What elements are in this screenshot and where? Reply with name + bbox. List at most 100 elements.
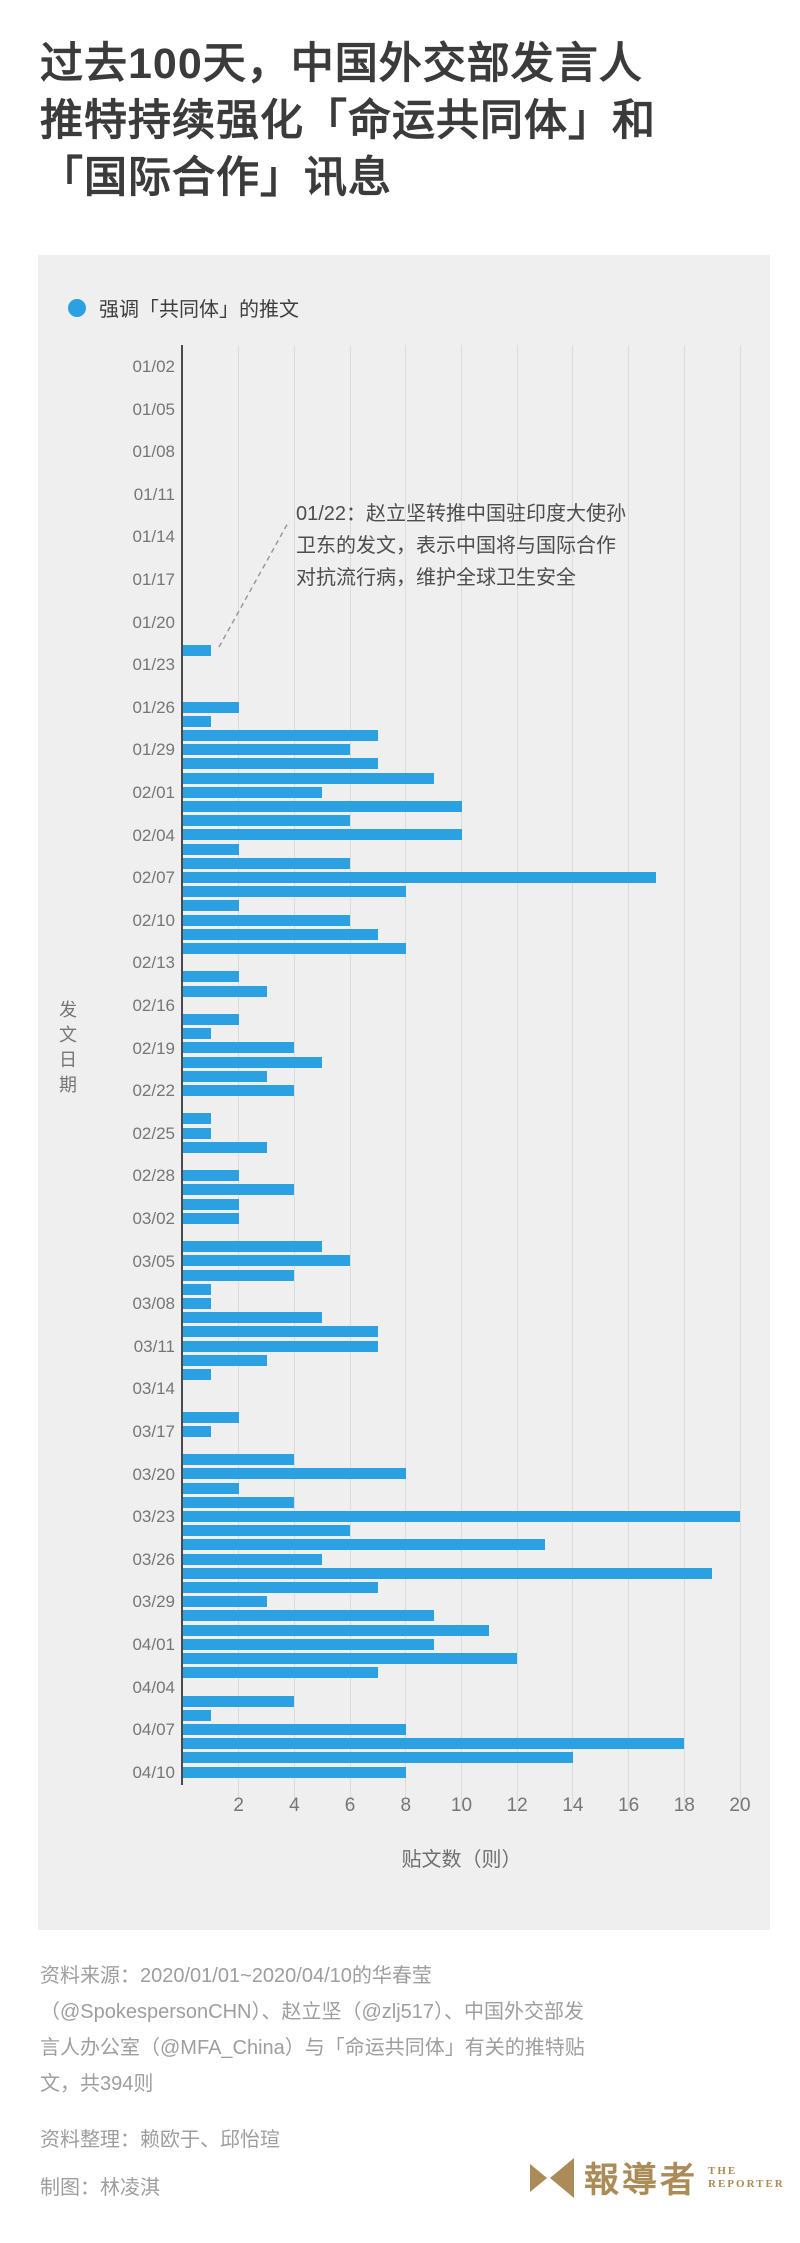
date-label: 03/26: [132, 1549, 175, 1569]
date-label: 01/29: [132, 740, 175, 760]
date-label: 02/13: [132, 953, 175, 973]
bar: [183, 1667, 378, 1679]
bar: [183, 801, 462, 812]
page-title-line: 过去100天，中国外交部发言人: [40, 40, 643, 88]
date-label: 03/08: [132, 1294, 175, 1314]
date-label: 01/11: [133, 484, 175, 504]
bar: [183, 815, 351, 827]
bar: [183, 1212, 239, 1224]
bar: [183, 1695, 295, 1707]
page-title-line: 推特持续强化「命运共同体」和: [40, 97, 656, 145]
date-label: 01/23: [132, 655, 175, 675]
logo-en-text: THE REPORTER: [708, 2164, 785, 2190]
date-label: 02/04: [132, 825, 175, 845]
bar: [183, 971, 239, 983]
bar: [183, 1269, 295, 1281]
bar: [183, 1596, 267, 1608]
bar: [183, 1766, 406, 1778]
bar: [183, 1610, 434, 1622]
credit-data-line: 资料整理：赖欧于、邱怡瑄: [40, 2129, 280, 2151]
date-label: 03/14: [132, 1379, 175, 1399]
date-label: 04/10: [132, 1762, 175, 1782]
date-label: 01/26: [132, 697, 175, 717]
bar: [183, 1539, 546, 1551]
bar: [183, 1056, 323, 1068]
date-label: 03/05: [132, 1251, 175, 1271]
x-tick-label: 4: [289, 1795, 300, 1816]
bar: [183, 1468, 406, 1480]
gridline: [739, 345, 741, 1809]
bar: [183, 1113, 211, 1125]
bar: [183, 1411, 239, 1423]
x-tick-label: 16: [618, 1795, 640, 1816]
bar: [183, 914, 351, 926]
bar: [183, 1454, 295, 1466]
x-tick-label: 6: [344, 1795, 356, 1816]
bar: [183, 1567, 713, 1579]
reporter-logo-icon: [530, 2157, 574, 2198]
date-label: 03/02: [132, 1209, 175, 1228]
bar: [183, 943, 406, 954]
bar: [183, 886, 406, 898]
bar: [183, 1312, 323, 1324]
bar: [183, 1241, 323, 1253]
date-label: 01/20: [132, 612, 175, 632]
legend-dot-icon: [68, 298, 86, 317]
bar: [183, 1354, 267, 1366]
bar: [183, 1283, 211, 1295]
x-tick-label: 10: [450, 1795, 473, 1816]
gridline: [572, 345, 574, 1809]
date-label: 01/05: [132, 399, 175, 419]
date-label: 02/07: [132, 868, 175, 888]
x-tick-label: 12: [506, 1795, 528, 1816]
date-label: 02/16: [132, 996, 175, 1015]
bar: [183, 1326, 378, 1338]
legend-label: 强调「共同体」的推文: [99, 299, 299, 321]
bar: [183, 928, 378, 940]
bar: [183, 1752, 573, 1764]
footer: 资料来源：2020/01/01~2020/04/10的华春莹 （@Spokespe…: [40, 1958, 760, 2206]
chart-legend: 强调「共同体」的推文: [68, 293, 299, 322]
x-tick-label: 8: [400, 1795, 412, 1816]
bar: [183, 857, 351, 869]
bar: [183, 1511, 740, 1522]
bar: [183, 758, 378, 770]
date-label: 01/02: [132, 357, 175, 376]
x-tick-label: 18: [673, 1795, 695, 1816]
gridline: [349, 345, 351, 1809]
bar: [183, 1255, 351, 1267]
bar: [183, 985, 267, 997]
chart-panel: 强调「共同体」的推文 2 4 6 8 10 12 14 16 18 20 01/02 01/05 01/…: [38, 255, 770, 1930]
date-label: 01/17: [132, 570, 175, 589]
date-label: 02/28: [132, 1166, 175, 1186]
date-label: 03/23: [132, 1507, 175, 1527]
bar: [183, 1638, 434, 1650]
bar: [183, 715, 211, 727]
bar: [183, 744, 351, 756]
bar: [183, 1042, 295, 1054]
date-label: 03/17: [132, 1422, 175, 1441]
gridline: [683, 345, 685, 1809]
bar: [183, 843, 239, 855]
bar: [183, 1127, 211, 1139]
bar: [183, 1028, 211, 1040]
bar: [183, 1525, 351, 1537]
bar: [183, 644, 211, 656]
bar: [183, 772, 434, 784]
date-label: 03/11: [133, 1336, 175, 1356]
x-axis-title: 贴文数（则）: [401, 1849, 522, 1871]
bar: [183, 1624, 490, 1636]
bar: [183, 1085, 295, 1096]
date-label: 01/08: [132, 442, 175, 462]
gridline: [516, 345, 518, 1809]
credit-graphic-line: 制图：林凌淇: [40, 2177, 160, 2199]
source-note-line: （@SpokespersonCHN）、赵立坚（@zlj517）、中国外交部发: [40, 2001, 585, 2023]
bar: [183, 1653, 518, 1664]
x-tick-label: 14: [562, 1795, 584, 1816]
y-axis-title: 发文日期: [57, 1000, 77, 1100]
bar: [183, 786, 323, 798]
bar: [183, 701, 239, 713]
source-note-line: 言人办公室（@MFA_China）与「命运共同体」有关的推特贴: [40, 2037, 585, 2059]
source-note-line: 资料来源：2020/01/01~2020/04/10的华春莹: [40, 1965, 432, 1987]
